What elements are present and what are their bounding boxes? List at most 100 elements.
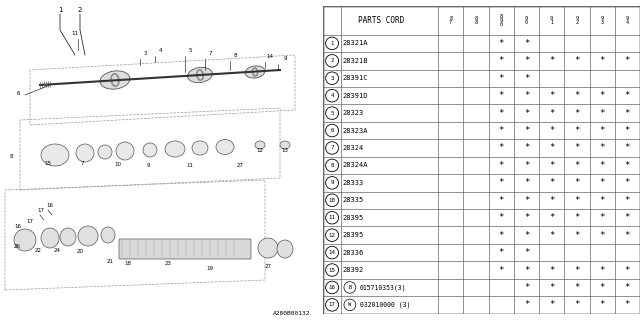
Text: 9: 9 bbox=[147, 163, 150, 168]
Ellipse shape bbox=[280, 141, 290, 149]
Text: *: * bbox=[549, 266, 554, 275]
Text: *: * bbox=[549, 108, 554, 118]
Text: 15: 15 bbox=[45, 161, 51, 166]
Text: *: * bbox=[625, 178, 630, 187]
Text: *: * bbox=[549, 161, 554, 170]
Ellipse shape bbox=[14, 229, 36, 251]
Text: 19: 19 bbox=[207, 266, 214, 271]
Text: *: * bbox=[549, 178, 554, 187]
Text: *: * bbox=[625, 56, 630, 65]
Text: 14: 14 bbox=[266, 54, 273, 59]
Text: *: * bbox=[625, 266, 630, 275]
Text: *: * bbox=[600, 231, 605, 240]
Text: *: * bbox=[600, 196, 605, 205]
Text: 11: 11 bbox=[72, 31, 79, 36]
Text: *: * bbox=[499, 248, 504, 257]
Text: 6: 6 bbox=[330, 128, 334, 133]
Text: 8: 8 bbox=[233, 53, 237, 58]
Text: 28392: 28392 bbox=[342, 267, 364, 273]
Text: *: * bbox=[625, 91, 630, 100]
Text: 5: 5 bbox=[188, 48, 192, 53]
Text: *: * bbox=[600, 300, 605, 309]
Ellipse shape bbox=[60, 228, 76, 246]
Text: *: * bbox=[574, 300, 580, 309]
Text: *: * bbox=[524, 178, 529, 187]
Text: B: B bbox=[348, 285, 351, 290]
Ellipse shape bbox=[277, 240, 293, 258]
Text: *: * bbox=[600, 143, 605, 153]
Text: 24: 24 bbox=[54, 248, 61, 253]
Text: 27: 27 bbox=[264, 264, 271, 269]
Text: *: * bbox=[600, 126, 605, 135]
Text: *: * bbox=[574, 266, 580, 275]
Text: *: * bbox=[574, 56, 580, 65]
Ellipse shape bbox=[245, 66, 265, 78]
Ellipse shape bbox=[98, 145, 112, 159]
Text: 28324: 28324 bbox=[342, 145, 364, 151]
Text: *: * bbox=[524, 74, 529, 83]
Text: 28391D: 28391D bbox=[342, 93, 368, 99]
Text: *: * bbox=[524, 266, 529, 275]
Text: 11: 11 bbox=[186, 163, 193, 168]
Text: A280B00132: A280B00132 bbox=[273, 311, 310, 316]
Text: *: * bbox=[549, 300, 554, 309]
Text: *: * bbox=[499, 74, 504, 83]
Text: *: * bbox=[625, 126, 630, 135]
Text: *: * bbox=[549, 196, 554, 205]
Text: *: * bbox=[524, 196, 529, 205]
Text: 2: 2 bbox=[330, 58, 334, 63]
Text: *: * bbox=[524, 91, 529, 100]
Text: 5: 5 bbox=[330, 111, 334, 116]
Text: *: * bbox=[574, 161, 580, 170]
FancyBboxPatch shape bbox=[119, 239, 251, 259]
Text: *: * bbox=[625, 283, 630, 292]
Text: *: * bbox=[625, 300, 630, 309]
Text: 28336: 28336 bbox=[342, 250, 364, 256]
Text: *: * bbox=[524, 161, 529, 170]
Ellipse shape bbox=[143, 143, 157, 157]
Text: 28395: 28395 bbox=[342, 215, 364, 221]
Text: 8
8: 8 8 bbox=[474, 16, 477, 25]
Text: 7: 7 bbox=[208, 51, 212, 56]
Text: *: * bbox=[625, 143, 630, 153]
Text: *: * bbox=[499, 213, 504, 222]
Text: 8: 8 bbox=[10, 154, 13, 159]
Text: *: * bbox=[600, 283, 605, 292]
Text: 28323: 28323 bbox=[342, 110, 364, 116]
Text: 2: 2 bbox=[78, 7, 82, 13]
Text: *: * bbox=[549, 231, 554, 240]
Text: 17: 17 bbox=[38, 208, 45, 213]
Text: *: * bbox=[499, 108, 504, 118]
Text: *: * bbox=[549, 283, 554, 292]
Text: *: * bbox=[574, 283, 580, 292]
Text: *: * bbox=[625, 231, 630, 240]
Ellipse shape bbox=[216, 140, 234, 155]
Text: 3: 3 bbox=[330, 76, 334, 81]
Text: *: * bbox=[600, 91, 605, 100]
Text: 9
1: 9 1 bbox=[550, 16, 553, 25]
Text: 12: 12 bbox=[257, 148, 264, 153]
Text: *: * bbox=[574, 231, 580, 240]
Ellipse shape bbox=[192, 141, 208, 155]
Text: *: * bbox=[625, 213, 630, 222]
Text: 28324A: 28324A bbox=[342, 163, 368, 168]
Text: *: * bbox=[499, 91, 504, 100]
Text: W: W bbox=[348, 302, 351, 308]
Text: 9: 9 bbox=[284, 56, 287, 61]
Text: *: * bbox=[524, 213, 529, 222]
Text: 16: 16 bbox=[15, 224, 22, 229]
Text: *: * bbox=[524, 143, 529, 153]
Text: PARTS CORD: PARTS CORD bbox=[358, 16, 404, 25]
Text: 4: 4 bbox=[330, 93, 334, 98]
Text: *: * bbox=[625, 108, 630, 118]
Text: *: * bbox=[574, 143, 580, 153]
Text: *: * bbox=[524, 39, 529, 48]
Text: *: * bbox=[524, 248, 529, 257]
Text: 9
0: 9 0 bbox=[525, 16, 528, 25]
Text: 032010000 (3): 032010000 (3) bbox=[360, 302, 410, 308]
Text: *: * bbox=[499, 126, 504, 135]
Text: *: * bbox=[499, 161, 504, 170]
Text: 28321A: 28321A bbox=[342, 40, 368, 46]
Text: 16: 16 bbox=[47, 203, 54, 208]
Text: *: * bbox=[549, 56, 554, 65]
